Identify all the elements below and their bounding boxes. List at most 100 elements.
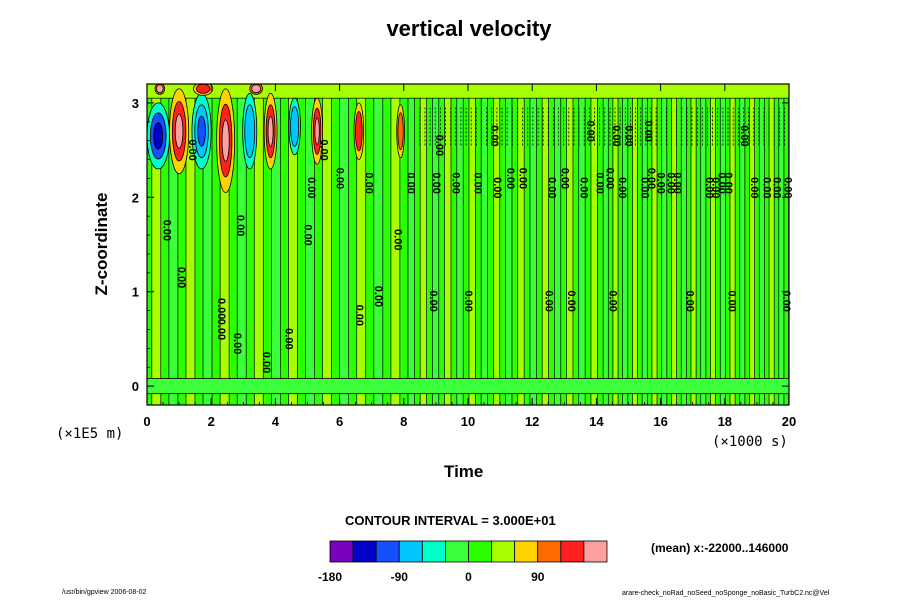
colorbar-swatch [583,540,608,563]
contour-label: 0.00 [709,177,721,198]
colorbar-swatch [421,540,446,563]
footer-command: /usr/bin/gpview 2006-08-02 [62,589,147,596]
velocity-band [236,84,247,405]
colorbar-swatch [375,540,400,563]
x-tick-label: 0 [143,414,150,429]
velocity-band [758,84,765,405]
contour-label: 0.00 [433,135,445,156]
contour-label: 0.00 [334,168,346,189]
contour-label: 0.00 [761,177,773,198]
contour-label: 0.00 [655,172,667,193]
x-tick-label: 18 [718,414,732,429]
velocity-band [432,84,440,405]
velocity-band [612,84,619,405]
velocity-band [505,84,513,405]
x-tick-label: 12 [525,414,539,429]
velocity-band [778,84,785,405]
velocity-band [185,84,196,405]
contour-label: 0.00 [404,172,416,193]
mean-note: (mean) x:-22000..146000 [651,541,789,555]
x-axis-unit: (×1000 s) [712,434,788,450]
y-tick-label: 0 [132,379,139,394]
y-axis-unit: (×1E5 m) [56,426,124,442]
x-tick-label: 6 [336,414,343,429]
velocity-band [271,84,281,405]
velocity-band [578,84,586,405]
contour-label: 0.00 [363,172,375,193]
velocity-band [219,84,230,405]
contour-labels: 0.00 0.00 0.00 0.00 0.00 0.00 0.00 0.00 0.00 0.00… [160,120,793,373]
contour-label: 0.00 [491,177,503,198]
y-tick-label: 3 [132,96,139,111]
colorbar-swatch [514,540,539,563]
velocity-cell [244,104,256,159]
contour-label: 0.00 [282,328,294,349]
velocity-band [356,84,367,405]
velocity-band [202,84,213,405]
velocity-band [671,84,677,405]
colorbar-tick-label: 0 [465,570,472,584]
velocity-cell [355,110,363,152]
contour-label: 0.00 [353,305,365,326]
velocity-cell [314,117,320,145]
velocity-band [493,84,501,405]
surface-layer [147,378,789,395]
x-tick-label: 14 [589,414,604,429]
velocity-band [729,84,736,405]
velocity-band [700,84,707,405]
velocity-band [322,84,332,405]
colorbar-swatch [468,540,492,563]
contour-label: 0.00 [430,172,442,193]
contour-label: 0.00 [449,172,461,193]
velocity-band [419,84,427,405]
velocity-band [517,84,525,405]
colorbar-swatch [537,540,562,563]
contour-interval-note: CONTOUR INTERVAL = 3.000E+01 [345,513,556,528]
velocity-cell [153,122,164,150]
velocity-cell [251,84,262,94]
velocity-band [468,84,476,405]
velocity-cell [221,119,230,162]
contour-label: 0.00 [781,177,793,198]
velocity-band [590,84,598,405]
velocity-band [641,84,648,405]
y-tick-label: 2 [132,190,139,205]
colorbar-swatch [329,540,354,563]
contour-label: 0.00 [578,177,590,198]
velocity-band [288,84,298,405]
velocity-band [651,84,658,405]
velocity-band [768,84,775,405]
colorbar-swatch [352,540,377,563]
contour-label: 0.00 [318,139,330,160]
contour-label: 0.00 [780,290,792,311]
contour-label: 0.00 [671,172,683,193]
velocity-band [622,84,629,405]
contour-label: 0.00 [722,172,734,193]
velocity-cell [174,113,184,149]
x-axis-label: Time [444,462,484,481]
velocity-band [632,84,638,405]
velocity-band [719,84,726,405]
x-tick-label: 2 [208,414,215,429]
chart-title: vertical velocity [386,16,552,41]
velocity-band [480,84,488,405]
velocity-band [553,84,562,405]
velocity-band [339,84,350,405]
colorbar-swatch [491,540,516,563]
contour-label: 0.00 [305,177,317,198]
velocity-band [253,84,264,405]
footer-source: arare-check_noRad_noSeed_noSponge_noBasi… [622,590,830,597]
contour-label: 0.00 [645,168,657,189]
contour-label: 0.00 [725,290,737,311]
contour-label: 0.00 [603,168,615,189]
contour-label: 0.00 [186,139,198,160]
contour-label: 0.00 [770,177,782,198]
contour-label: 0.00 [488,125,500,146]
contour-label: 0.00 [391,229,403,250]
contour-label: 0.00 [472,172,484,193]
contour-label: 0.00 [372,286,384,307]
contour-label: 0.00 [517,168,529,189]
contour-label: 0.00 [260,352,272,373]
contour-label: 0.00 [584,120,596,141]
